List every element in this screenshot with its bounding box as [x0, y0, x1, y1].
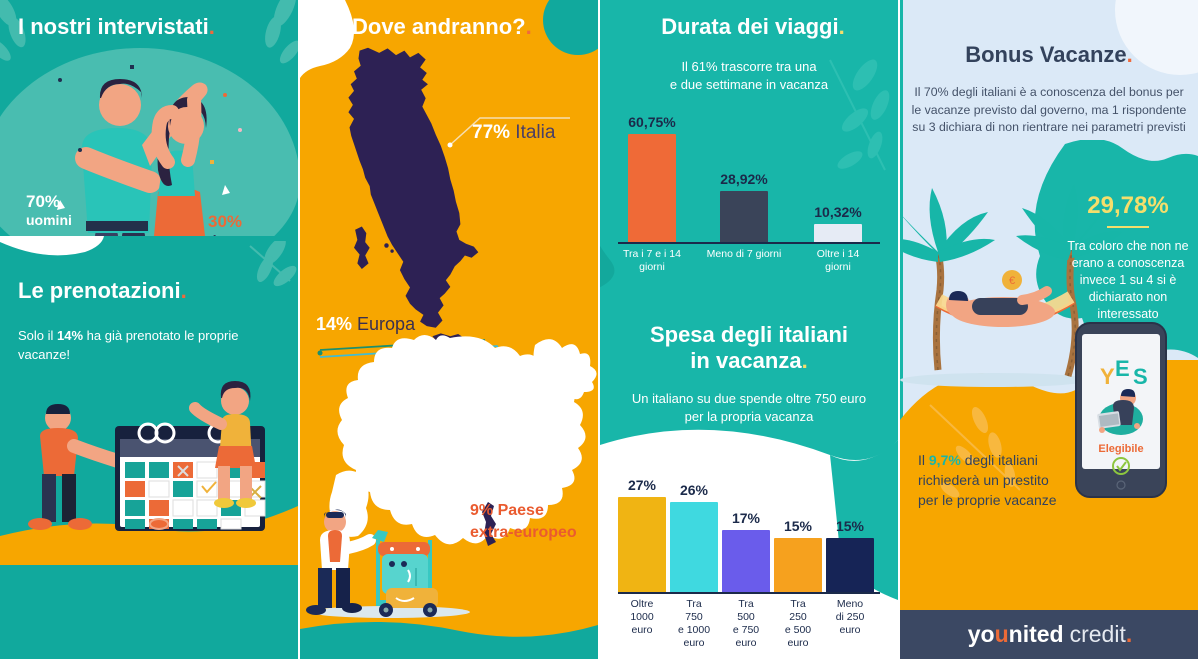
- svg-text:E: E: [1115, 356, 1130, 381]
- svg-text:S: S: [1133, 364, 1148, 389]
- svg-text:Y: Y: [1100, 364, 1115, 389]
- svg-text:Elegibile: Elegibile: [1098, 443, 1143, 455]
- svg-text:€: €: [1009, 275, 1015, 287]
